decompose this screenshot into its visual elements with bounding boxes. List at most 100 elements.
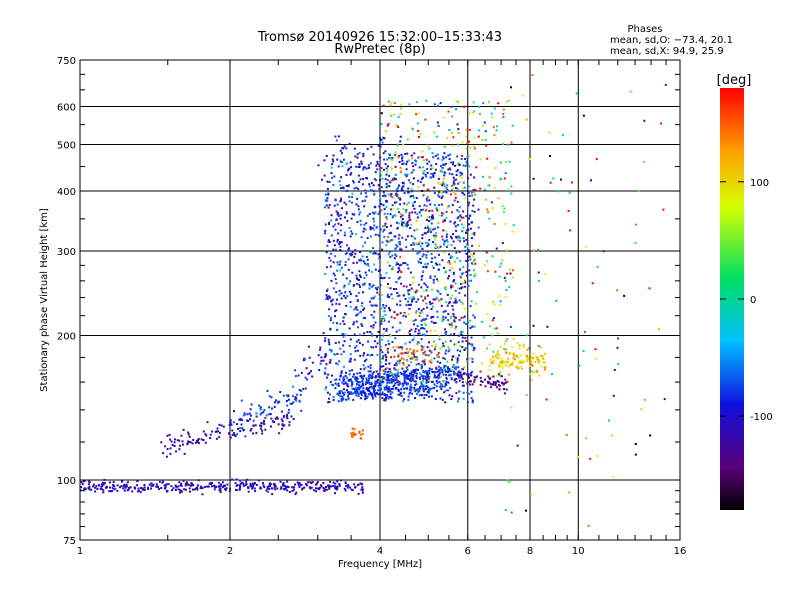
data-point [370, 145, 373, 148]
data-point [260, 424, 263, 427]
data-point [438, 253, 440, 256]
data-point [297, 483, 300, 486]
data-point [367, 393, 370, 395]
data-point [88, 485, 91, 488]
data-point [354, 376, 357, 379]
data-point [411, 319, 414, 322]
data-point [473, 231, 476, 234]
data-point [543, 272, 546, 275]
data-point [419, 377, 421, 380]
data-point [389, 181, 392, 184]
data-point [410, 287, 413, 290]
data-point [440, 375, 443, 378]
data-point [336, 363, 339, 366]
data-point [229, 487, 231, 490]
data-point [102, 489, 105, 492]
data-point [217, 430, 220, 433]
data-point [436, 289, 439, 292]
data-point [379, 349, 382, 352]
data-point [383, 319, 386, 322]
data-point [535, 355, 538, 358]
data-point [450, 323, 453, 326]
data-point [170, 485, 173, 488]
data-point [397, 277, 400, 280]
data-point [292, 401, 295, 404]
data-point [390, 293, 393, 296]
data-point [231, 433, 234, 436]
data-point [360, 394, 363, 397]
data-point [294, 375, 297, 378]
data-point [415, 356, 418, 359]
data-point [437, 290, 440, 293]
data-point [409, 383, 412, 386]
data-point [430, 222, 433, 225]
data-point [432, 281, 435, 284]
data-point [252, 419, 255, 422]
data-point [355, 320, 358, 323]
data-point [405, 304, 408, 307]
data-point [498, 354, 501, 357]
data-point [420, 209, 423, 212]
data-point [453, 379, 456, 382]
data-point [93, 483, 95, 486]
data-point [171, 489, 173, 492]
data-point [469, 380, 472, 383]
data-point [160, 441, 163, 444]
data-point [461, 302, 464, 305]
data-point [422, 299, 425, 302]
data-point [415, 372, 418, 375]
data-point [404, 342, 407, 345]
data-point [465, 259, 468, 262]
data-point [443, 174, 446, 177]
data-point [424, 295, 427, 298]
data-point [102, 491, 105, 494]
data-point [455, 343, 457, 346]
data-point [195, 487, 198, 490]
data-point [429, 276, 432, 279]
data-point [456, 163, 458, 166]
data-point [426, 314, 429, 317]
data-point [432, 266, 435, 269]
data-point [233, 410, 235, 413]
data-point [399, 312, 402, 315]
data-point [404, 315, 407, 318]
data-point [369, 364, 372, 367]
data-point [446, 366, 449, 369]
data-point [361, 429, 364, 432]
grid-lines [80, 60, 680, 540]
data-point [374, 287, 377, 290]
data-point [430, 261, 433, 263]
data-point [450, 284, 453, 287]
data-point [397, 116, 400, 118]
data-point [528, 361, 531, 364]
data-point [492, 350, 495, 353]
data-point [317, 164, 320, 167]
data-point [420, 385, 423, 388]
data-point [386, 261, 389, 264]
data-point [344, 382, 347, 385]
data-point [610, 434, 613, 437]
data-point [361, 255, 364, 258]
data-point [367, 264, 370, 267]
data-point [396, 303, 398, 306]
data-point [339, 392, 341, 395]
data-point [360, 488, 363, 491]
data-point [201, 487, 204, 489]
data-point [431, 288, 434, 291]
data-point [406, 173, 409, 176]
data-point [420, 365, 423, 368]
data-point [465, 135, 468, 138]
data-point [126, 489, 129, 492]
data-point [390, 377, 393, 380]
data-point [440, 298, 443, 301]
data-point [382, 104, 385, 107]
data-point [307, 345, 310, 348]
data-point [425, 289, 428, 292]
data-point [362, 364, 365, 367]
data-point [454, 221, 457, 224]
data-point [422, 369, 425, 372]
data-point [449, 339, 452, 342]
data-point [447, 345, 450, 348]
data-point [429, 229, 432, 232]
data-point [349, 161, 352, 164]
